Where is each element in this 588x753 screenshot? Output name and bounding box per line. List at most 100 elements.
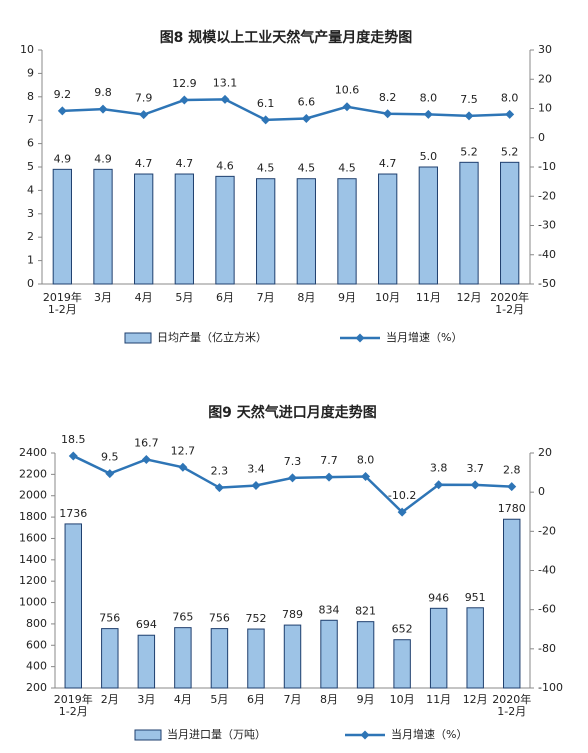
- line-value-label: 12.9: [172, 77, 197, 90]
- line-value-label: 2.8: [503, 464, 521, 477]
- bar-value-label: 752: [245, 612, 266, 625]
- x-tick-label: 3月: [94, 291, 112, 304]
- y2-tick-label: -40: [538, 248, 556, 261]
- y2-tick-label: -20: [538, 524, 556, 537]
- legend-marker: [360, 730, 370, 740]
- bar: [429, 607, 448, 689]
- bar-value-label: 765: [172, 611, 193, 624]
- line-value-label: 6.1: [257, 97, 275, 110]
- line-marker: [179, 95, 189, 105]
- line-marker: [507, 482, 517, 492]
- line-marker: [423, 109, 433, 119]
- bar-value-label: 756: [209, 612, 230, 625]
- x-tick-label: 7月: [284, 693, 302, 706]
- bar: [459, 161, 479, 285]
- bar-value-label: 4.9: [54, 152, 72, 165]
- y-tick-label: 1600: [19, 531, 47, 544]
- bar: [378, 173, 398, 285]
- bar: [174, 173, 194, 285]
- line-value-label: 13.1: [213, 76, 238, 89]
- line-value-label: 2.3: [211, 465, 229, 478]
- y2-tick-label: -20: [538, 189, 556, 202]
- line-marker: [397, 507, 407, 517]
- x-tick-label: 11月: [426, 693, 451, 706]
- y-tick-label: 1800: [19, 510, 47, 523]
- y-tick-label: 4: [27, 183, 34, 196]
- x-tick-label: 2019年 1-2月: [54, 692, 93, 718]
- line-value-label: 12.7: [171, 444, 196, 457]
- x-tick-label: 2020年 1-2月: [490, 290, 529, 316]
- line-marker: [178, 462, 188, 472]
- x-tick-label: 8月: [297, 291, 315, 304]
- x-tick-label: 6月: [247, 693, 265, 706]
- y-tick-label: 600: [26, 638, 47, 651]
- y2-tick-label: 30: [538, 43, 552, 56]
- line-value-label: 3.8: [430, 462, 448, 475]
- line-marker: [470, 480, 480, 490]
- bar-value-label: 5.2: [460, 145, 478, 158]
- line-marker: [505, 109, 515, 119]
- line-marker: [251, 481, 261, 491]
- line-value-label: 18.5: [61, 433, 86, 446]
- x-tick-label: 5月: [210, 693, 228, 706]
- y-tick-label: 2400: [19, 446, 47, 459]
- x-tick-label: 2020年 1-2月: [492, 692, 531, 718]
- legend-label: 当月增速（%）: [386, 330, 462, 344]
- line-marker: [98, 104, 108, 114]
- x-tick-label: 10月: [390, 693, 415, 706]
- line: [62, 98, 510, 122]
- bar-value-label: 694: [136, 618, 157, 631]
- x-tick-label: 4月: [135, 291, 153, 304]
- bar-value-label: 789: [282, 608, 303, 621]
- line-value-label: 8.0: [357, 454, 375, 467]
- legend-swatch: [134, 729, 162, 741]
- x-tick-label: 2月: [101, 693, 119, 706]
- y-tick-label: 10: [20, 43, 34, 56]
- line-value-label: 3.7: [466, 462, 484, 475]
- line-value-label: 3.4: [247, 463, 265, 476]
- bar-value-label: 4.7: [379, 157, 397, 170]
- y2-tick-label: 0: [538, 131, 545, 144]
- bar-value-label: 4.7: [135, 157, 153, 170]
- line-marker: [220, 94, 230, 104]
- x-tick-label: 5月: [175, 291, 193, 304]
- legend-label: 当月进口量（万吨）: [167, 727, 266, 741]
- bar: [356, 621, 375, 689]
- line-value-label: -10.2: [388, 489, 416, 502]
- bar: [337, 178, 357, 285]
- bar-value-label: 946: [428, 591, 449, 604]
- line-marker: [105, 469, 115, 479]
- bar: [174, 627, 192, 689]
- line-marker: [464, 111, 474, 121]
- bar: [393, 639, 411, 689]
- bar: [320, 619, 338, 689]
- y2-tick-label: -60: [538, 603, 556, 616]
- y-tick-label: 0: [27, 277, 34, 290]
- bar-value-label: 4.5: [257, 162, 275, 175]
- bar: [500, 161, 520, 285]
- bar-value-label: 4.6: [216, 159, 234, 172]
- y-tick-label: 800: [26, 617, 47, 630]
- y2-tick-label: -30: [538, 219, 556, 232]
- x-tick-label: 7月: [257, 291, 275, 304]
- bar: [466, 607, 484, 689]
- bar: [101, 628, 119, 689]
- y-tick-label: 9: [27, 66, 34, 79]
- y-tick-label: 400: [26, 660, 47, 673]
- y2-tick-label: -10: [538, 160, 556, 173]
- x-tick-label: 11月: [416, 291, 441, 304]
- bar-value-label: 834: [319, 603, 340, 616]
- bar-value-label: 756: [99, 612, 120, 625]
- bar: [137, 634, 156, 689]
- line-marker: [261, 115, 271, 125]
- bar: [503, 518, 521, 689]
- chart-title: 图9 天然气进口月度走势图: [208, 404, 377, 421]
- bar: [210, 628, 229, 689]
- legend-swatch: [124, 332, 152, 344]
- line-marker: [288, 473, 297, 483]
- line-value-label: 8.0: [420, 91, 438, 104]
- x-tick-label: 3月: [137, 693, 155, 706]
- line-value-label: 6.6: [298, 95, 316, 108]
- x-tick-label: 2019年 1-2月: [43, 290, 82, 316]
- legend-marker: [355, 333, 365, 343]
